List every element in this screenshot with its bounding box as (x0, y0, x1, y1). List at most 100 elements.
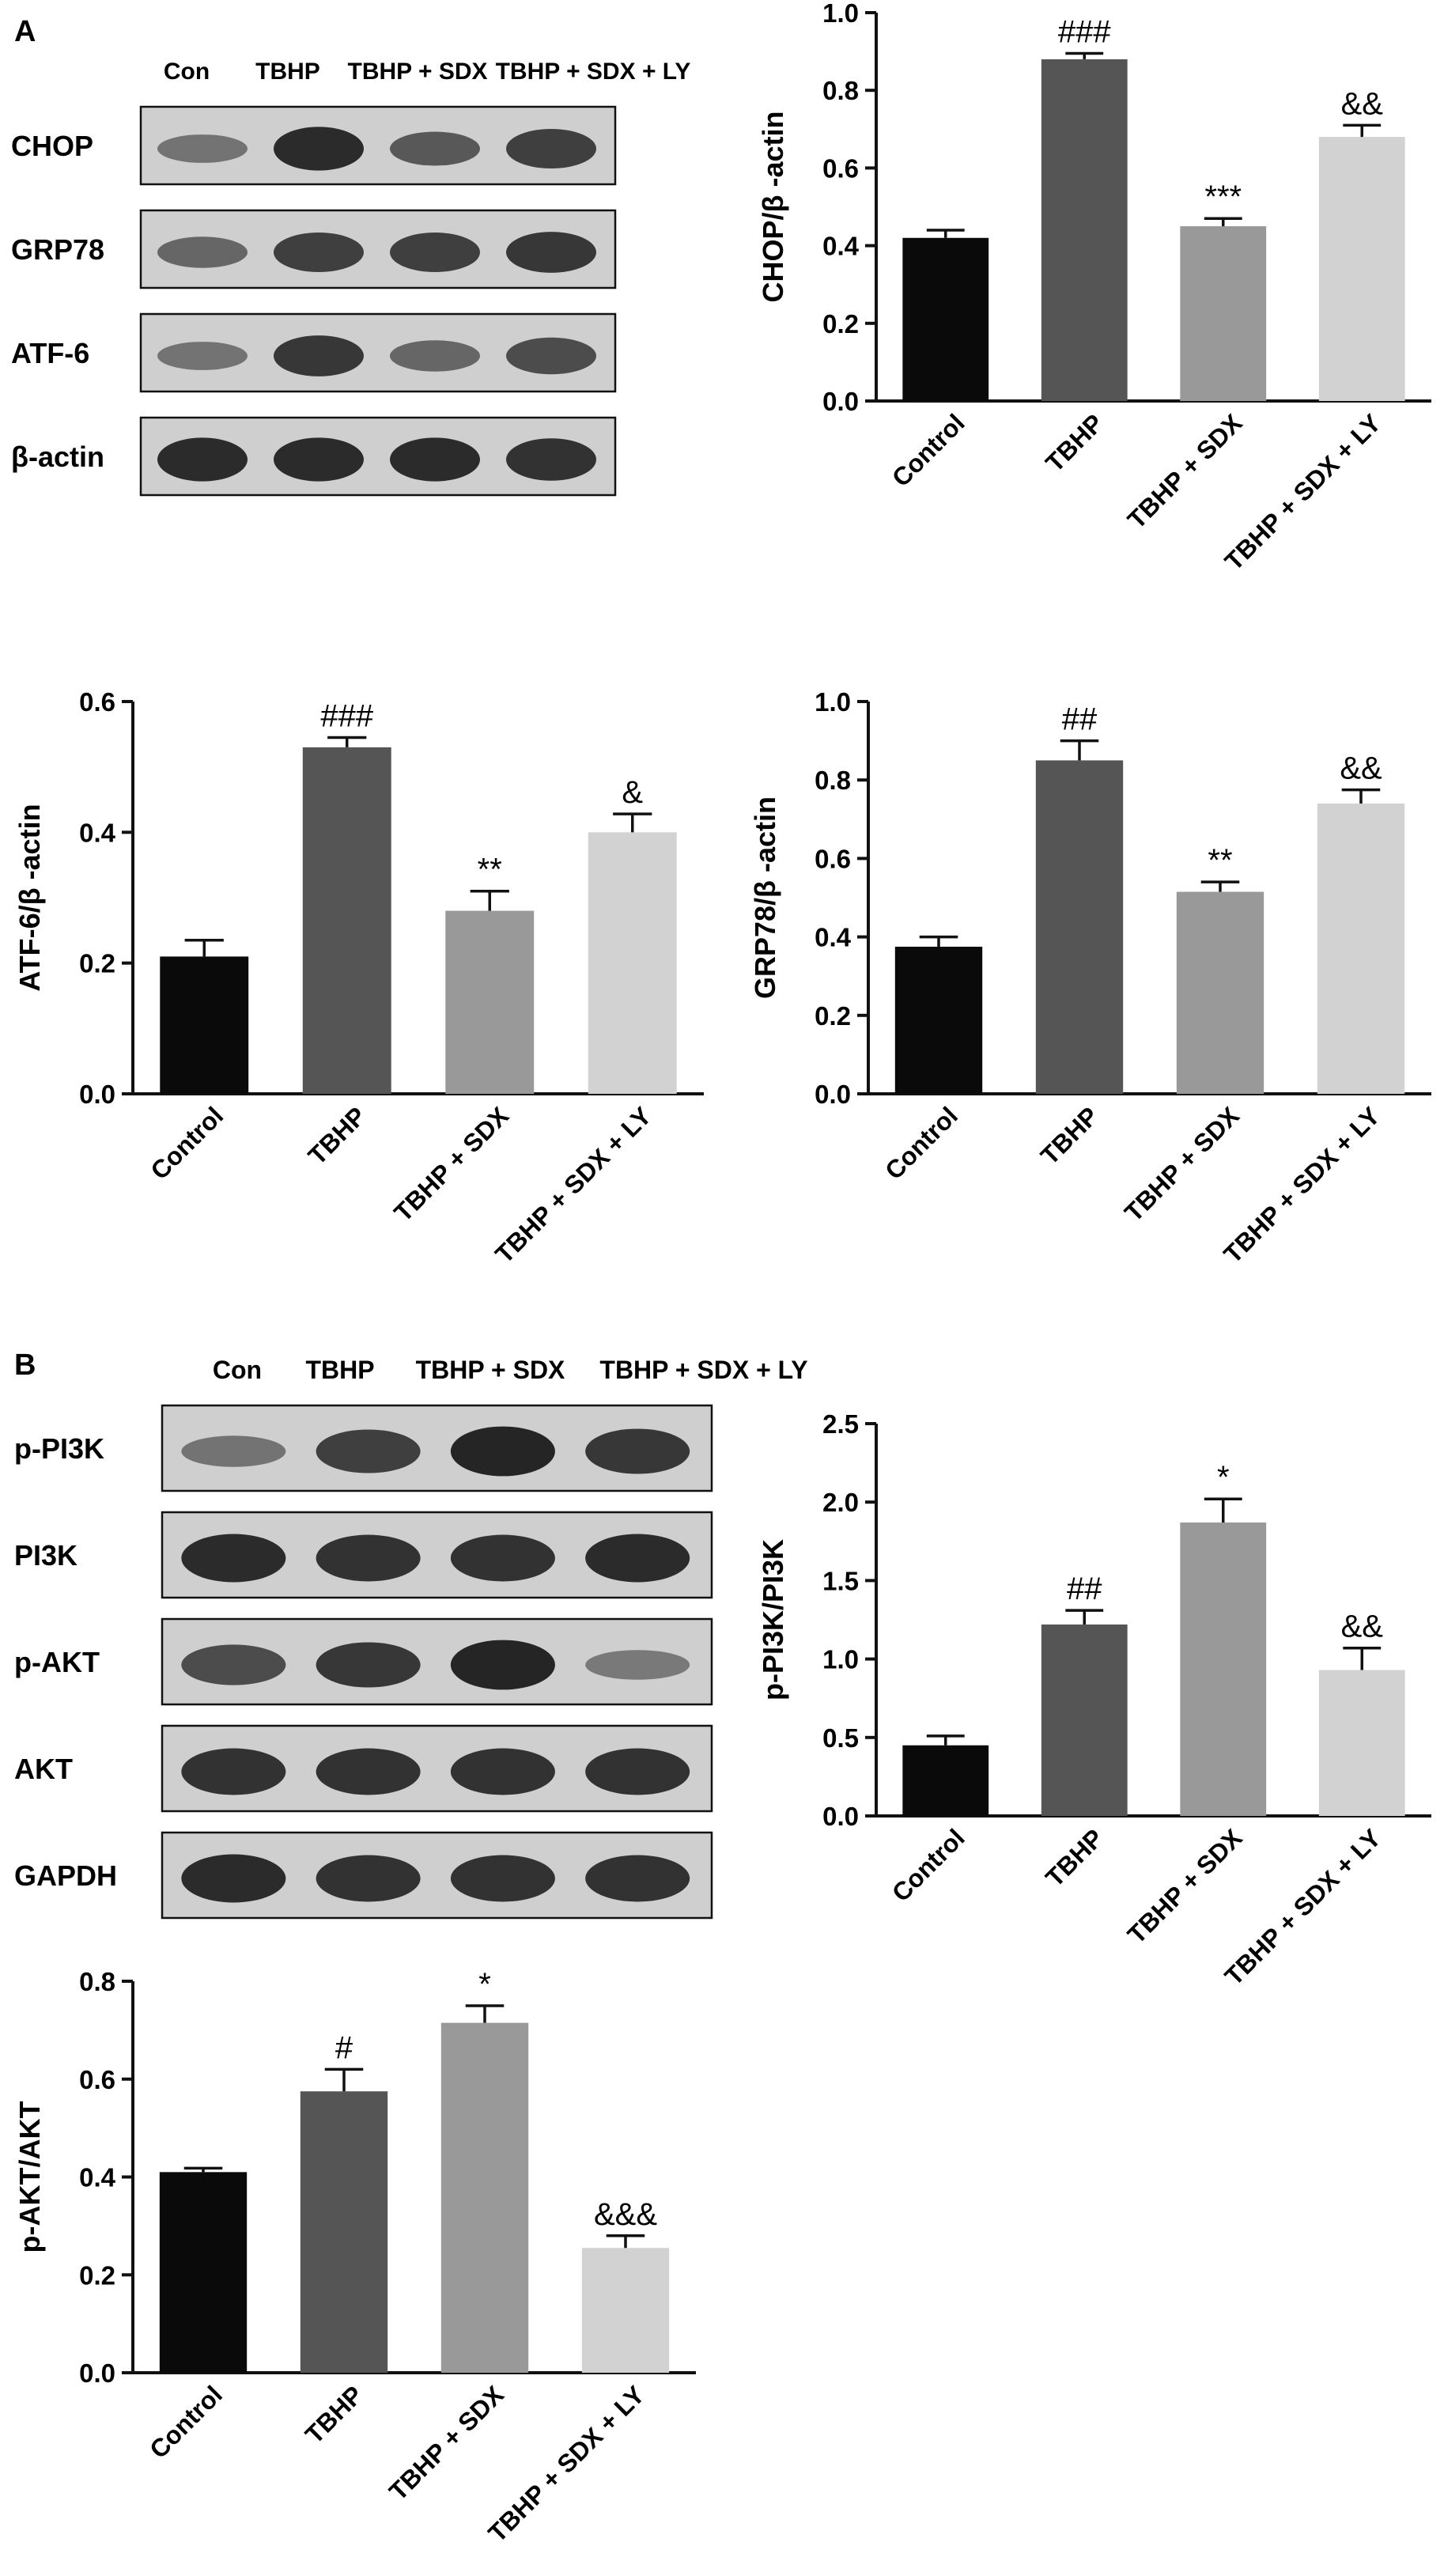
lane-label-tbhp: TBHP (255, 59, 320, 85)
x-tick-label-tbhp: TBHP (1035, 1101, 1104, 1170)
bar-control (902, 1745, 989, 1816)
band-grp78-tbhp-sdx-ly (506, 232, 596, 273)
bar-tbhp-sdx (1176, 891, 1264, 1094)
band-p-pi3k-tbhp (316, 1429, 421, 1473)
lane-label-tbhp-sdx: TBHP + SDX (416, 1356, 565, 1384)
y-tick-label: 0.4 (822, 232, 860, 261)
significance-marker: & (622, 775, 643, 810)
significance-marker: && (1341, 1610, 1384, 1644)
bar-tbhp-sdx (1180, 226, 1267, 401)
y-axis-label: CHOP/β -actin (757, 112, 789, 303)
band-actin-tbhp-sdx-ly (506, 438, 596, 481)
bar-tbhp (1041, 59, 1128, 402)
bar-tbhp-sdx-ly (1318, 137, 1405, 401)
significance-marker: # (335, 2030, 353, 2065)
y-tick-label: 1.0 (822, 0, 859, 28)
y-tick-label: 0.8 (822, 76, 859, 105)
band-grp78-tbhp (274, 233, 364, 272)
band-gapdh-con (181, 1854, 286, 1903)
lane-label-tbhp: TBHP (305, 1356, 374, 1384)
band-atf-6-tbhp (274, 335, 364, 376)
y-tick-label: 0.2 (815, 1001, 851, 1031)
band-p-pi3k-con (181, 1436, 286, 1467)
blot-label-actin: β-actin (11, 441, 104, 473)
bar-tbhp-sdx (1180, 1522, 1267, 1816)
band-atf-6-con (157, 342, 248, 370)
y-tick-label: 0.8 (815, 766, 851, 795)
x-tick-label-tbhp-sdx: TBHP + SDX (1122, 408, 1248, 534)
significance-marker: ** (478, 853, 502, 887)
band-atf-6-tbhp-sdx-ly (506, 337, 596, 375)
x-tick-label-tbhp: TBHP (1040, 1823, 1109, 1892)
blot-label-grp78: GRP78 (11, 233, 104, 266)
western-blot-a: Con TBHP TBHP + SDX TBHP + SDX + LY CHOP GRP7… (11, 59, 690, 497)
blot-label-chop: CHOP (11, 130, 93, 162)
band-p-akt-con (181, 1644, 286, 1685)
y-axis-label: p-AKT/AKT (13, 2101, 46, 2253)
band-akt-tbhp (316, 1748, 421, 1795)
x-tick-label-tbhp: TBHP (300, 2380, 369, 2449)
blot-label-gapdh: GAPDH (14, 1859, 117, 1892)
band-actin-tbhp-sdx (390, 437, 480, 482)
y-tick-label: 2.0 (822, 1488, 859, 1517)
y-tick-label: 0.2 (822, 309, 859, 339)
bar-tbhp-sdx (440, 2022, 529, 2373)
x-tick-label-control: Control (886, 1823, 970, 1907)
band-chop-con (157, 134, 248, 163)
band-atf-6-tbhp-sdx (390, 340, 480, 372)
grp78-bar-chart: 0.0 0.2 0.4 0.6 0.8 1.0 GRP78/β -actin Control #… (749, 687, 1431, 1269)
significance-marker: && (1340, 751, 1382, 786)
x-tick-label-tbhp: TBHP (303, 1101, 372, 1170)
blot-label-akt: AKT (14, 1753, 73, 1785)
y-tick-label: 0.2 (79, 949, 115, 978)
band-p-akt-tbhp-sdx (450, 1640, 555, 1690)
significance-marker: * (478, 1967, 491, 2002)
bar-control (902, 237, 989, 401)
p-akt-bar-chart: 0.0 0.2 0.4 0.6 0.8 p-AKT/AKT Control # TBHP * TBH… (13, 1967, 696, 2548)
band-pi3k-tbhp-sdx (450, 1534, 555, 1582)
significance-marker: * (1217, 1460, 1230, 1495)
y-tick-label: 0.0 (79, 1080, 115, 1109)
bar-tbhp-sdx-ly (1317, 803, 1405, 1094)
y-axis-label: ATF-6/β -actin (13, 804, 46, 991)
y-tick-label: 1.0 (815, 687, 851, 717)
panel-label-a: A (14, 15, 36, 48)
y-tick-label: 0.8 (79, 1967, 115, 1996)
x-tick-label-tbhp-sdx: TBHP + SDX (388, 1101, 514, 1227)
y-tick-label: 0.0 (815, 1080, 851, 1109)
y-tick-label: 0.6 (79, 687, 115, 717)
band-akt-con (181, 1748, 286, 1795)
y-tick-label: 0.6 (822, 153, 859, 183)
significance-marker: ** (1208, 843, 1232, 878)
x-tick-label-control: Control (879, 1101, 963, 1185)
band-actin-con (157, 437, 248, 482)
x-tick-label-tbhp-sdx-ly: TBHP + SDX + LY (490, 1101, 657, 1269)
bar-tbhp (1035, 760, 1124, 1094)
x-tick-label-tbhp-sdx-ly: TBHP + SDX + LY (1219, 1823, 1387, 1991)
blot-label-pi3k: PI3K (14, 1539, 77, 1572)
bar-control (159, 2172, 248, 2373)
bar-control (160, 956, 249, 1094)
panel-label-b: B (14, 1349, 36, 1382)
band-akt-tbhp-sdx (450, 1748, 555, 1795)
p-pi3k-bar-chart: 0.0 0.5 1.0 1.5 2.0 2.5 p-PI3K/PI3K Control ## TB… (757, 1409, 1431, 1991)
band-akt-tbhp-sdx-ly (585, 1748, 690, 1795)
x-tick-label-control: Control (144, 2380, 228, 2464)
x-tick-label-tbhp-sdx-ly: TBHP + SDX + LY (1219, 408, 1387, 576)
band-chop-tbhp-sdx (390, 131, 480, 166)
y-tick-label: 0.2 (79, 2260, 115, 2290)
y-tick-label: 0.4 (815, 923, 852, 952)
western-blot-b: Con TBHP TBHP + SDX TBHP + SDX + LY p-PI3K PI… (14, 1356, 808, 1920)
bar-tbhp-sdx (445, 910, 535, 1094)
y-tick-label: 1.5 (822, 1566, 859, 1595)
y-axis-label: p-PI3K/PI3K (757, 1539, 789, 1700)
bar-tbhp (302, 747, 391, 1094)
band-gapdh-tbhp (316, 1855, 421, 1902)
blot-label-atf-6: ATF-6 (11, 337, 89, 369)
x-tick-label-tbhp-sdx-ly: TBHP + SDX + LY (482, 2380, 650, 2548)
significance-marker: &&& (594, 2197, 657, 2232)
y-tick-label: 0.0 (79, 2358, 115, 2388)
bar-tbhp (300, 2091, 388, 2373)
band-p-akt-tbhp (316, 1642, 421, 1688)
